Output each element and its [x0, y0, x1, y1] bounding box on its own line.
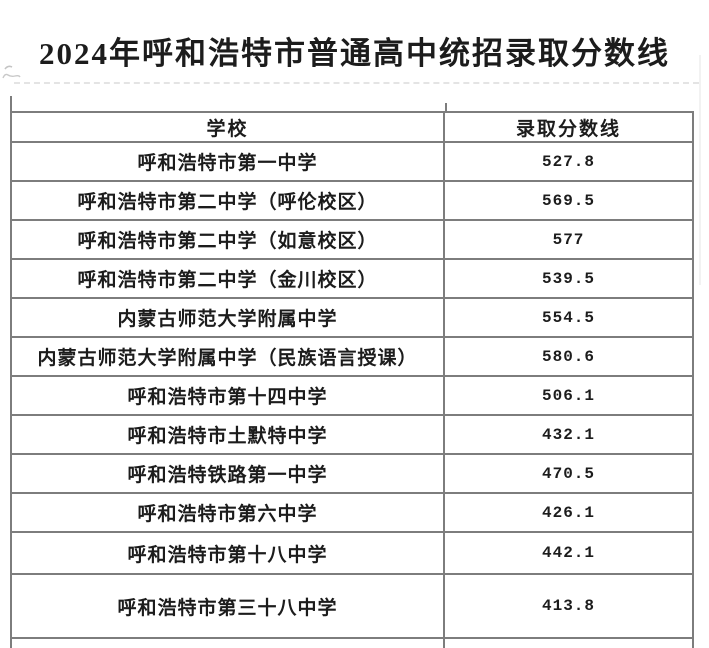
school-cell: 呼和浩特市第二中学（如意校区）: [12, 221, 445, 258]
school-cell: 内蒙古师范大学附属中学: [12, 299, 445, 336]
school-cell: 呼和浩特铁路第一中学: [12, 455, 445, 492]
score-cell: 432.1: [541, 425, 595, 444]
scan-artifact-squiggle-icon: [2, 65, 21, 79]
table-row: 呼和浩特市第十八中学 442.1: [12, 533, 692, 575]
school-cell: 呼和浩特市第二中学（金川校区）: [12, 260, 445, 297]
score-cell: 580.6: [541, 347, 595, 366]
school-cell: 呼和浩特市第十八中学: [12, 533, 445, 573]
school-cell: 呼和浩特市第一中学: [12, 143, 445, 180]
scan-artifact-dashed-line: [14, 82, 699, 84]
table-header-row: 学校 录取分数线: [12, 113, 692, 143]
school-cell: 内蒙古师范大学附属中学（民族语言授课）: [12, 338, 445, 375]
table-row: 呼和浩特市第十四中学 506.1: [12, 377, 692, 416]
score-cell: 527.8: [541, 152, 595, 171]
school-cell: [12, 639, 445, 648]
table-divider-border-stub: [445, 103, 447, 111]
score-cell: 569.5: [541, 191, 595, 210]
table-row: 内蒙古师范大学附属中学（民族语言授课） 580.6: [12, 338, 692, 377]
table-row: 呼和浩特市第三十八中学 413.8: [12, 575, 692, 639]
score-cell: 413.8: [541, 597, 595, 615]
score-cell: 442.1: [541, 544, 595, 562]
table-row: 呼和浩特市第二中学（呼伦校区） 569.5: [12, 182, 692, 221]
table-row: 内蒙古师范大学附属中学 554.5: [12, 299, 692, 338]
score-table: 学校 录取分数线 呼和浩特市第一中学 527.8 呼和浩特市第二中学（呼伦校区） 56…: [10, 111, 694, 648]
scan-artifact-right-line: [699, 55, 701, 285]
school-cell: 呼和浩特市第六中学: [12, 494, 445, 531]
table-left-border-stub: [10, 96, 12, 111]
score-cell: 554.5: [541, 308, 595, 327]
table-row: 呼和浩特市第二中学（金川校区） 539.5: [12, 260, 692, 299]
school-cell: 呼和浩特市土默特中学: [12, 416, 445, 453]
table-row: 呼和浩特市第六中学 426.1: [12, 494, 692, 533]
table-body: 呼和浩特市第一中学 527.8 呼和浩特市第二中学（呼伦校区） 569.5 呼和浩特市第…: [12, 143, 692, 639]
table-row: 呼和浩特市第一中学 527.8: [12, 143, 692, 182]
table-row: 呼和浩特市第二中学（如意校区） 577: [12, 221, 692, 260]
school-cell: 呼和浩特市第十四中学: [12, 377, 445, 414]
score-cell: 470.5: [541, 464, 595, 483]
table-row: 呼和浩特市土默特中学 432.1: [12, 416, 692, 455]
score-cell: 506.1: [541, 386, 595, 405]
column-header-school: 学校: [12, 113, 445, 141]
column-header-score: 录取分数线: [515, 118, 621, 140]
table-row: 呼和浩特铁路第一中学 470.5: [12, 455, 692, 494]
school-cell: 呼和浩特市第三十八中学: [12, 575, 445, 637]
score-cell: 426.1: [541, 503, 595, 522]
score-cell: 577: [552, 230, 585, 249]
score-cell: 539.5: [541, 269, 595, 288]
cut-off-row: [12, 639, 692, 648]
score-cell: [445, 639, 692, 648]
school-cell: 呼和浩特市第二中学（呼伦校区）: [12, 182, 445, 219]
page-title: 2024年呼和浩特市普通高中统招录取分数线: [39, 36, 670, 71]
